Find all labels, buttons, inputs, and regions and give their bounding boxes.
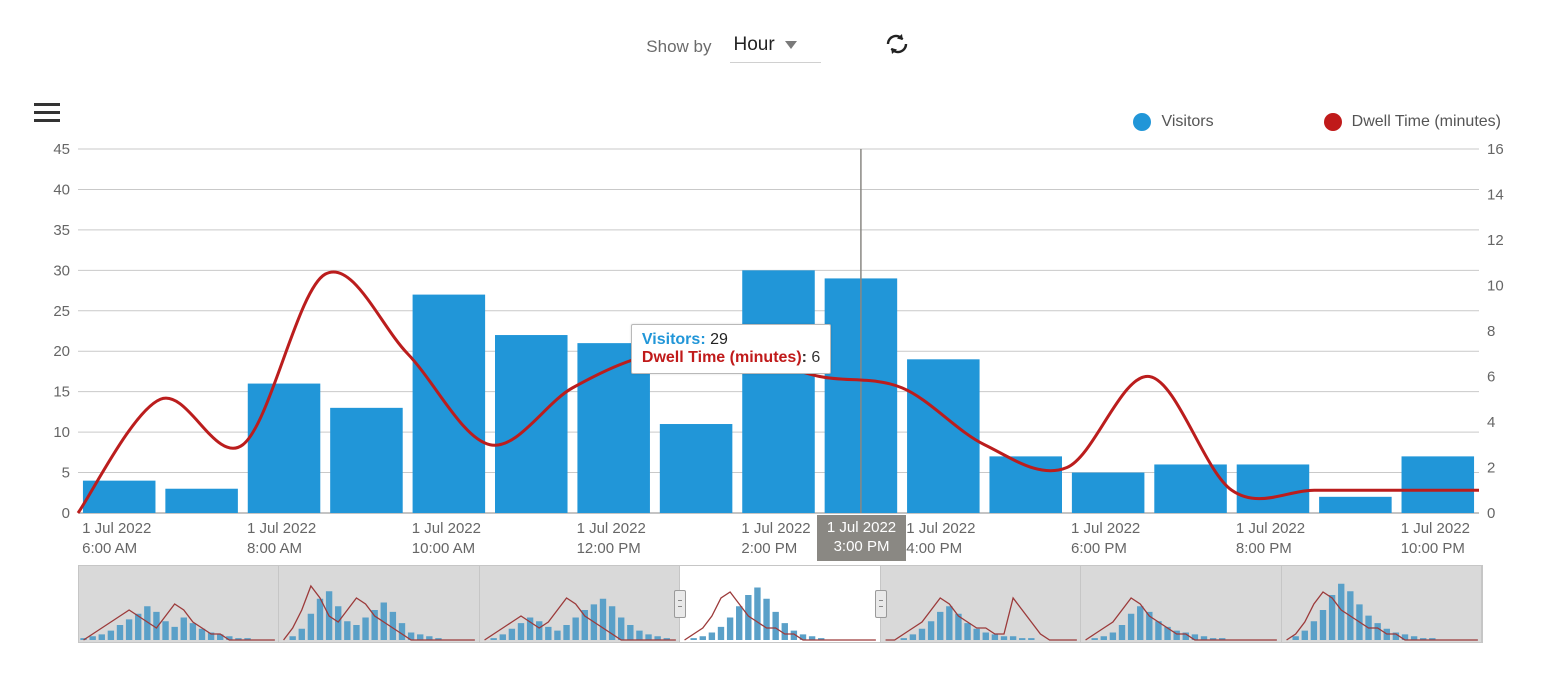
tooltip-visitors-value: 29 — [710, 331, 728, 348]
bar[interactable] — [1402, 456, 1475, 513]
svg-text:1 Jul 2022: 1 Jul 2022 — [577, 520, 646, 537]
svg-text:2:00 PM: 2:00 PM — [741, 540, 797, 557]
bar[interactable] — [1072, 473, 1145, 513]
showby-label: Show by — [646, 37, 711, 57]
x-axis-hover-label: 1 Jul 2022 3:00 PM — [817, 515, 906, 561]
svg-text:2: 2 — [1487, 460, 1495, 477]
svg-text:1 Jul 2022: 1 Jul 2022 — [906, 520, 975, 537]
bar[interactable] — [165, 489, 238, 513]
svg-text:8:00 AM: 8:00 AM — [247, 540, 302, 557]
bar[interactable] — [660, 424, 733, 513]
svg-text:1 Jul 2022: 1 Jul 2022 — [1236, 520, 1305, 537]
bar[interactable] — [742, 270, 815, 513]
overview-panel[interactable] — [79, 566, 279, 642]
hover-date: 1 Jul 2022 — [827, 519, 896, 538]
refresh-icon — [883, 32, 911, 56]
chart-legend: Visitors Dwell Time (minutes) — [0, 73, 1561, 141]
tooltip-dwell-value: 6 — [811, 349, 820, 366]
svg-text:1 Jul 2022: 1 Jul 2022 — [1401, 520, 1470, 537]
svg-text:10: 10 — [53, 424, 70, 441]
svg-text:10:00 AM: 10:00 AM — [412, 540, 475, 557]
svg-text:35: 35 — [53, 222, 70, 239]
svg-text:8:00 PM: 8:00 PM — [1236, 540, 1292, 557]
svg-text:40: 40 — [53, 181, 70, 198]
svg-text:30: 30 — [53, 262, 70, 279]
showby-select[interactable]: Hour — [730, 30, 821, 63]
svg-text:5: 5 — [62, 465, 70, 482]
overview-panel[interactable] — [1081, 566, 1281, 642]
svg-text:10: 10 — [1487, 278, 1504, 295]
bar[interactable] — [413, 295, 486, 513]
svg-text:45: 45 — [53, 141, 70, 158]
svg-text:0: 0 — [1487, 505, 1495, 522]
showby-value: Hour — [734, 34, 775, 56]
bar[interactable] — [1237, 464, 1310, 513]
overview-panel[interactable] — [881, 566, 1081, 642]
bar[interactable] — [330, 408, 403, 513]
svg-text:1 Jul 2022: 1 Jul 2022 — [412, 520, 481, 537]
legend-swatch-visitors — [1133, 113, 1151, 131]
svg-text:12:00 PM: 12:00 PM — [577, 540, 641, 557]
hover-time: 3:00 PM — [827, 538, 896, 557]
overview-panel[interactable] — [279, 566, 479, 642]
svg-text:10:00 PM: 10:00 PM — [1401, 540, 1465, 557]
svg-text:25: 25 — [53, 303, 70, 320]
main-chart-container: 0 5 10 15 20 25 30 35 40 45 0 2 4 6 8 10 12 14 16 1 Jul 202… — [36, 141, 1521, 561]
svg-text:1 Jul 2022: 1 Jul 2022 — [247, 520, 316, 537]
overview-panel[interactable] — [480, 566, 680, 642]
overview-handle-right[interactable] — [875, 590, 887, 618]
svg-text:14: 14 — [1487, 187, 1504, 204]
svg-text:8: 8 — [1487, 323, 1495, 340]
overview-panel[interactable] — [680, 566, 880, 642]
bar[interactable] — [248, 384, 321, 513]
svg-text:12: 12 — [1487, 232, 1504, 249]
refresh-button[interactable] — [879, 28, 915, 65]
svg-text:0: 0 — [62, 505, 70, 522]
legend-label-visitors: Visitors — [1161, 113, 1213, 131]
hover-tooltip: Visitors: 29 Dwell Time (minutes): 6 — [631, 324, 831, 374]
svg-text:15: 15 — [53, 384, 70, 401]
svg-text:6: 6 — [1487, 369, 1495, 386]
legend-swatch-dwell — [1324, 113, 1342, 131]
tooltip-dwell-label: Dwell Time (minutes) — [642, 349, 802, 366]
overview-scrollbar[interactable] — [78, 565, 1483, 643]
svg-text:16: 16 — [1487, 141, 1504, 158]
bar[interactable] — [1319, 497, 1392, 513]
legend-label-dwell: Dwell Time (minutes) — [1352, 113, 1501, 131]
svg-text:4:00 PM: 4:00 PM — [906, 540, 962, 557]
hamburger-icon — [34, 103, 60, 106]
overview-panel[interactable] — [1282, 566, 1482, 642]
legend-item-visitors[interactable]: Visitors — [1133, 113, 1213, 131]
tooltip-visitors-label: Visitors — [642, 331, 700, 348]
chevron-down-icon — [785, 41, 797, 49]
svg-text:1 Jul 2022: 1 Jul 2022 — [741, 520, 810, 537]
svg-text:20: 20 — [53, 343, 70, 360]
svg-text:6:00 AM: 6:00 AM — [82, 540, 137, 557]
hamburger-menu-button[interactable] — [34, 98, 60, 127]
svg-text:4: 4 — [1487, 414, 1495, 431]
svg-text:1 Jul 2022: 1 Jul 2022 — [82, 520, 151, 537]
legend-item-dwell[interactable]: Dwell Time (minutes) — [1324, 113, 1501, 131]
overview-handle-left[interactable] — [674, 590, 686, 618]
svg-text:1 Jul 2022: 1 Jul 2022 — [1071, 520, 1140, 537]
svg-text:6:00 PM: 6:00 PM — [1071, 540, 1127, 557]
